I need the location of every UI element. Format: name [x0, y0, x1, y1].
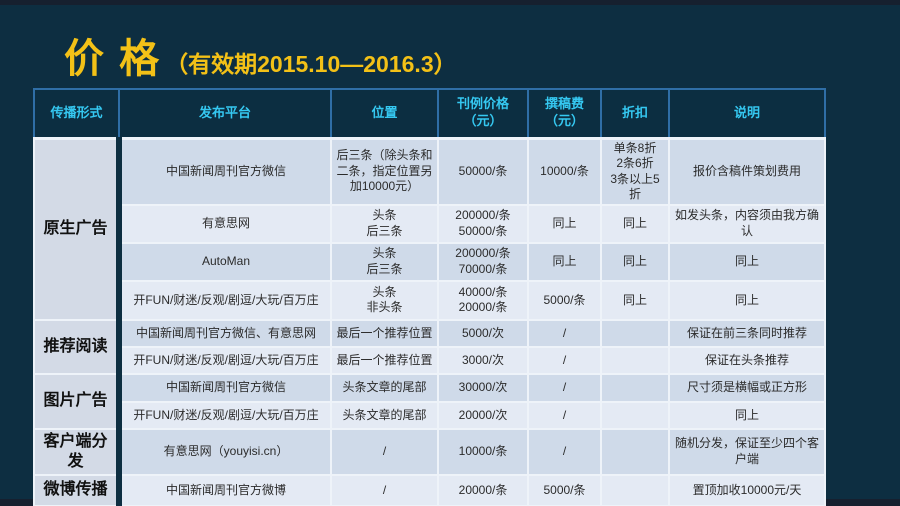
header-position: 位置: [330, 88, 439, 140]
cell-fee: /: [527, 345, 602, 375]
header-discount: 折扣: [600, 88, 670, 140]
cell-note: 置顶加收10000元/天: [668, 473, 826, 506]
cell-price: 3000/次: [437, 345, 529, 375]
table-row: 开FUN/财迷/反观/剧逗/大玩/百万庄 最后一个推荐位置 3000/次 / 保…: [34, 345, 826, 375]
cell-discount: 同上: [600, 279, 670, 321]
cell-platform: 开FUN/财迷/反观/剧逗/大玩/百万庄: [118, 345, 332, 375]
cell-price: 200000/条 70000/条: [437, 241, 529, 282]
table-row: 有意思网 头条 后三条 200000/条 50000/条 同上 同上 如发头条，…: [34, 203, 826, 244]
cell-position: 后三条（除头条和二条，指定位置另加10000元）: [330, 137, 439, 206]
cell-note: 报价含稿件策划费用: [668, 137, 826, 206]
table-row: 微博传播 中国新闻周刊官方微博 / 20000/条 5000/条 置顶加收100…: [33, 473, 826, 506]
cell-position: /: [330, 427, 439, 476]
cell-fee: 10000/条: [527, 137, 602, 206]
cell-fee: 5000/条: [527, 473, 602, 506]
slide-title: 价 格 （有效期2015.10—2016.3）: [64, 26, 457, 84]
table-row: 原生广告 中国新闻周刊官方微信 后三条（除头条和二条，指定位置另加10000元）…: [33, 137, 826, 321]
cell-platform: 有意思网（youyisi.cn）: [118, 427, 332, 476]
header-platform: 发布平台: [118, 88, 332, 140]
cell-note: 如发头条，内容须由我方确认: [668, 203, 826, 244]
cell-platform: AutoMan: [118, 241, 332, 282]
cell-position: 最后一个推荐位置: [330, 345, 439, 375]
cell-position: 头条文章的尾部: [330, 372, 439, 403]
cell-position: 头条 非头条: [330, 279, 439, 321]
top-edge-strip: [0, 0, 900, 5]
cell-platform: 中国新闻周刊官方微信: [118, 372, 332, 403]
cell-fee: /: [527, 372, 602, 403]
cell-fee: /: [527, 400, 602, 430]
table-row: 客户端分发 有意思网（youyisi.cn） / 10000/条 / 随机分发，…: [33, 427, 826, 476]
cell-platform: 开FUN/财迷/反观/剧逗/大玩/百万庄: [118, 279, 332, 321]
table-row: 开FUN/财迷/反观/剧逗/大玩/百万庄 头条 非头条 40000/条 2000…: [34, 279, 826, 321]
cell-fee: /: [527, 318, 602, 348]
cell-note: 尺寸须是横幅或正方形: [668, 372, 826, 403]
cell-discount: [600, 345, 670, 375]
cell-discount: [600, 473, 670, 506]
cell-category-client-distribution: 客户端分发: [33, 427, 122, 476]
cell-price: 200000/条 50000/条: [437, 203, 529, 244]
cell-position: 头条 后三条: [330, 203, 439, 244]
cell-discount: [600, 318, 670, 348]
cell-category-weibo: 微博传播: [33, 473, 122, 506]
cell-note: 保证在头条推荐: [668, 345, 826, 375]
table-row: 推荐阅读 中国新闻周刊官方微信、有意思网 最后一个推荐位置 5000/次 / 保…: [33, 318, 826, 375]
cell-platform: 中国新闻周刊官方微信、有意思网: [118, 318, 332, 348]
cell-discount: 同上: [600, 241, 670, 282]
cell-fee: 同上: [527, 203, 602, 244]
cell-platform: 开FUN/财迷/反观/剧逗/大玩/百万庄: [118, 400, 332, 430]
cell-note: 同上: [668, 279, 826, 321]
cell-discount: [600, 372, 670, 403]
cell-category-recommended-reading: 推荐阅读: [33, 318, 122, 375]
cell-platform: 有意思网: [118, 203, 332, 244]
cell-price: 20000/条: [437, 473, 529, 506]
cell-fee: 同上: [527, 241, 602, 282]
cell-platform: 中国新闻周刊官方微信: [118, 137, 332, 206]
table-header-row: 传播形式 发布平台 位置 刊例价格 （元） 撰稿费 （元） 折扣 说明: [33, 88, 826, 140]
cell-note: 随机分发，保证至少四个客户端: [668, 427, 826, 476]
cell-position: /: [330, 473, 439, 506]
header-price: 刊例价格 （元）: [437, 88, 529, 140]
table-row: 开FUN/财迷/反观/剧逗/大玩/百万庄 头条文章的尾部 20000/次 / 同…: [34, 400, 826, 430]
cell-position: 头条文章的尾部: [330, 400, 439, 430]
cell-fee: /: [527, 427, 602, 476]
cell-category-native-ads: 原生广告: [33, 137, 122, 321]
cell-discount: [600, 427, 670, 476]
table-row: 图片广告 中国新闻周刊官方微信 头条文章的尾部 30000/次 / 尺寸须是横幅…: [33, 372, 826, 430]
cell-price: 20000/次: [437, 400, 529, 430]
cell-discount: 同上: [600, 203, 670, 244]
cell-note: 同上: [668, 400, 826, 430]
cell-note: 同上: [668, 241, 826, 282]
cell-position: 头条 后三条: [330, 241, 439, 282]
cell-price: 10000/条: [437, 427, 529, 476]
header-fee: 撰稿费 （元）: [527, 88, 602, 140]
cell-discount: 单条8折 2条6折 3条以上5折: [600, 137, 670, 206]
page-title: 价 格: [64, 37, 162, 81]
header-form: 传播形式: [33, 88, 120, 140]
cell-price: 5000/次: [437, 318, 529, 348]
pricing-table: 传播形式 发布平台 位置 刊例价格 （元） 撰稿费 （元） 折扣 说明 原生广告…: [33, 88, 826, 506]
cell-note: 保证在前三条同时推荐: [668, 318, 826, 348]
table-row: AutoMan 头条 后三条 200000/条 70000/条 同上 同上 同上: [34, 241, 826, 282]
cell-category-image-ads: 图片广告: [33, 372, 122, 430]
cell-price: 30000/次: [437, 372, 529, 403]
page-title-validity: （有效期2015.10—2016.3）: [165, 51, 457, 77]
cell-platform: 中国新闻周刊官方微博: [118, 473, 332, 506]
cell-discount: [600, 400, 670, 430]
cell-price: 50000/条: [437, 137, 529, 206]
cell-fee: 5000/条: [527, 279, 602, 321]
cell-position: 最后一个推荐位置: [330, 318, 439, 348]
cell-price: 40000/条 20000/条: [437, 279, 529, 321]
header-note: 说明: [668, 88, 826, 140]
